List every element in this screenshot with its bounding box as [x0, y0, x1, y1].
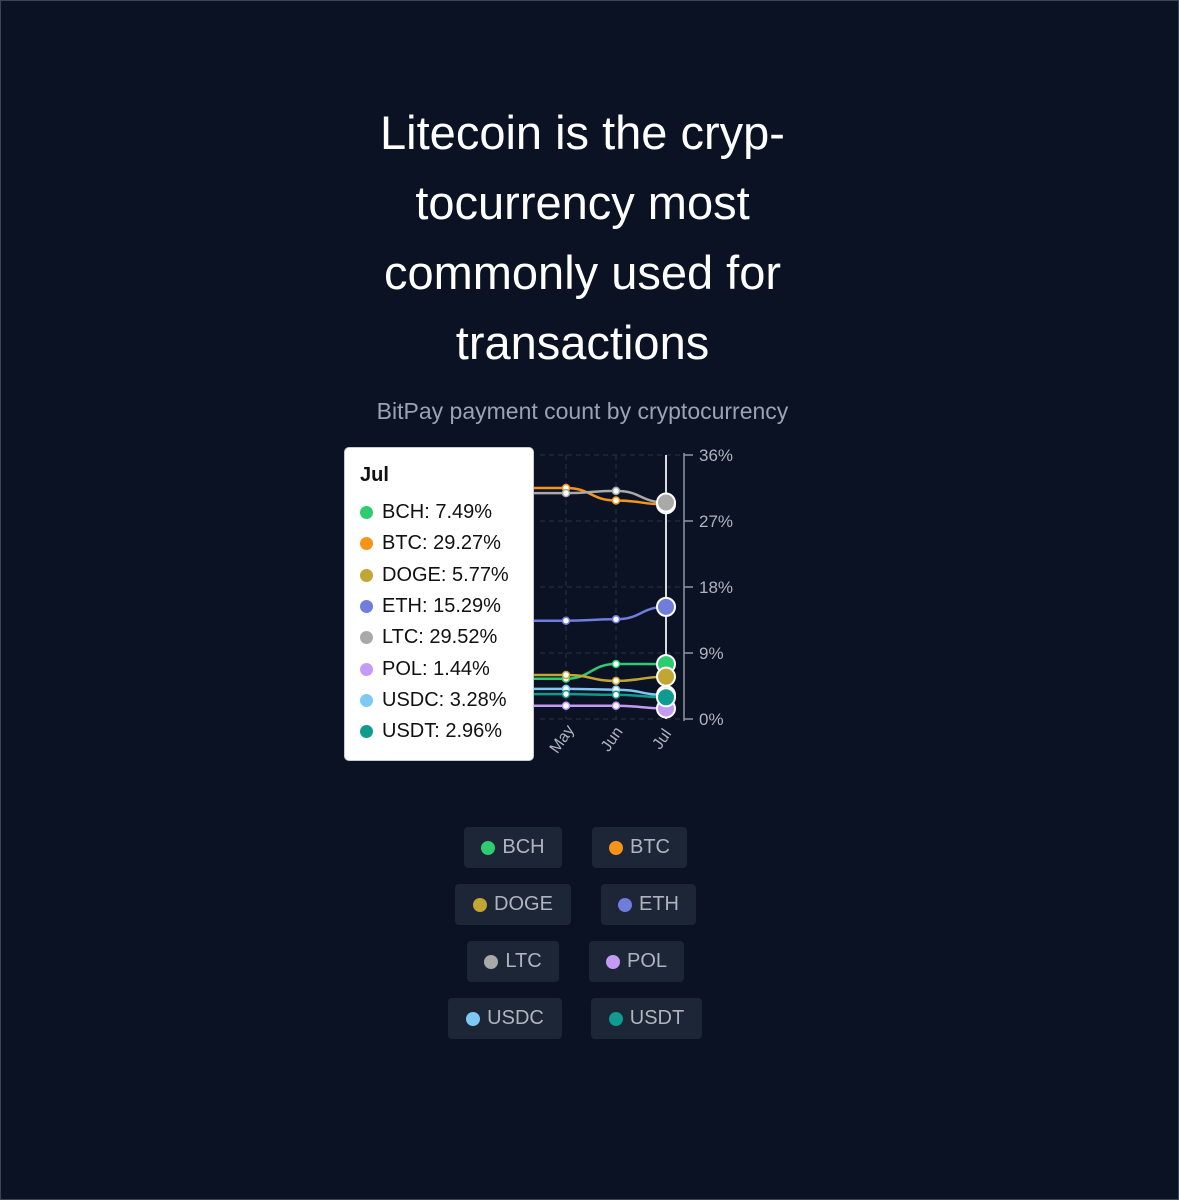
- legend-dot-icon: [608, 1011, 623, 1026]
- legend-chip-doge[interactable]: DOGE: [455, 884, 571, 925]
- y-tick-label: 0%: [699, 710, 724, 729]
- tooltip-row-label: POL: 1.44%: [382, 657, 490, 680]
- tooltip-rows: BCH: 7.49% BTC: 29.27% DOGE: 5.77% ETH: 15.…: [360, 497, 533, 747]
- legend-chip-eth[interactable]: ETH: [601, 884, 696, 925]
- y-tick-label: 9%: [699, 644, 724, 663]
- headline-text: tocurrency most: [415, 176, 750, 229]
- legend-chip-bch[interactable]: BCH: [464, 827, 562, 868]
- legend-chip-usdc[interactable]: USDC: [448, 998, 562, 1039]
- tooltip-row: BTC: 29.27%: [360, 528, 533, 559]
- legend-label: BCH: [502, 836, 545, 858]
- data-point-eth: [561, 616, 571, 625]
- series-dot-icon: [360, 600, 373, 614]
- tooltip-row: POL: 1.44%: [360, 653, 533, 684]
- chart-tooltip: Jul BCH: 7.49% BTC: 29.27% DOGE: 5.77% ETH:…: [344, 447, 534, 761]
- series-dot-icon: [360, 725, 373, 739]
- tooltip-row-label: BTC: 29.27%: [382, 532, 501, 555]
- tooltip-title: Jul: [360, 464, 389, 486]
- series-dot-icon: [360, 537, 373, 551]
- tooltip-row: USDC: 3.28%: [360, 685, 533, 716]
- legend-label: DOGE: [494, 893, 553, 915]
- data-point-ltc: [561, 488, 571, 498]
- legend-chip-usdt[interactable]: USDT: [591, 998, 702, 1039]
- x-tick-label: Jun: [598, 724, 627, 755]
- y-tick-label: 18%: [699, 578, 733, 597]
- headline-text: Litecoin is the cryp-: [380, 106, 785, 159]
- tooltip-row-label: DOGE: 5.77%: [382, 563, 509, 586]
- legend-label: BTC: [630, 836, 670, 858]
- data-point-doge: [611, 676, 621, 686]
- tooltip-row-label: LTC: 29.52%: [382, 626, 498, 649]
- legend-label: USDC: [487, 1007, 544, 1029]
- data-point-doge: [561, 670, 571, 680]
- x-tick-label: May: [547, 722, 578, 757]
- data-point-pol: [611, 701, 621, 711]
- legend-chip-ltc[interactable]: LTC: [467, 941, 559, 982]
- tooltip-row: ETH: 15.29%: [360, 591, 533, 622]
- legend-dot-icon: [466, 1011, 481, 1026]
- series-dot-icon: [360, 506, 373, 520]
- data-point-usdt: [561, 689, 571, 699]
- highlight-point-eth: [656, 596, 676, 617]
- highlight-point-usdt: [656, 687, 676, 708]
- data-point-btc: [611, 496, 621, 505]
- tooltip-row: DOGE: 5.77%: [360, 560, 533, 591]
- legend-dot-icon: [609, 840, 623, 855]
- headline-line: Litecoin is the cryp-tocurrency most comm…: [330, 98, 835, 378]
- series-dot-icon: [360, 662, 373, 676]
- x-tick-label: Jul: [649, 726, 675, 753]
- legend-chip-btc[interactable]: BTC: [592, 827, 687, 868]
- tooltip-row-label: USDT: 2.96%: [382, 720, 503, 743]
- legend-dot-icon: [473, 897, 488, 912]
- y-tick-label: 27%: [699, 512, 733, 531]
- series-dot-icon: [360, 693, 373, 707]
- tooltip-row-label: USDC: 3.28%: [382, 688, 507, 711]
- data-point-eth: [611, 615, 621, 624]
- tooltip-row: LTC: 29.52%: [360, 622, 533, 653]
- series-dot-icon: [360, 631, 373, 645]
- data-point-bch: [611, 659, 621, 669]
- legend-dot-icon: [605, 954, 620, 969]
- tooltip-row-label: BCH: 7.49%: [382, 501, 493, 524]
- tooltip-row-label: ETH: 15.29%: [382, 595, 501, 618]
- legend-chip-pol[interactable]: POL: [589, 941, 684, 982]
- data-point-ltc: [611, 486, 621, 496]
- legend-label: LTC: [505, 950, 542, 972]
- legend-dot-icon: [481, 840, 496, 855]
- legend-dot-icon: [618, 897, 632, 912]
- chart-subtitle: BitPay payment count by cryptocurrency: [376, 398, 789, 424]
- legend-dot-icon: [484, 954, 499, 969]
- series-dot-icon: [360, 568, 373, 582]
- headline-text: transactions: [455, 316, 710, 369]
- legend-label: ETH: [639, 893, 679, 915]
- tooltip-row: BCH: 7.49%: [360, 497, 533, 528]
- data-point-pol: [561, 701, 571, 711]
- highlight-point-doge: [656, 666, 676, 687]
- y-tick-label: 36%: [699, 446, 733, 465]
- tooltip-row: USDT: 2.96%: [360, 716, 533, 747]
- data-point-usdt: [611, 690, 621, 700]
- legend-label: USDT: [629, 1007, 685, 1029]
- legend-label: POL: [626, 950, 668, 972]
- highlight-point-ltc: [656, 492, 676, 513]
- headline-text: commonly used for: [383, 246, 782, 299]
- headline: Litecoin is the cryp-tocurrency most comm…: [330, 98, 835, 378]
